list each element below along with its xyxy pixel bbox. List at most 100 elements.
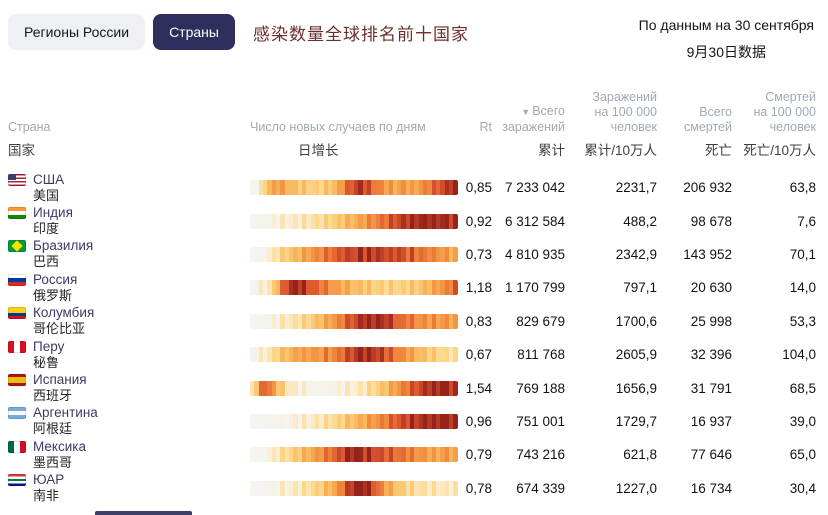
- country-flag-icon: [8, 240, 26, 253]
- daily-cases-heatmap: [250, 313, 458, 329]
- deaths-per-100k-value: 7,6: [797, 213, 816, 229]
- country-cell: Мексика 墨西哥: [8, 439, 250, 471]
- country-cell: ЮАР 南非: [8, 472, 250, 504]
- country-flag-icon: [8, 374, 26, 387]
- infections-per-100k-value: 1656,9: [615, 380, 657, 396]
- header-country: Страна 国家: [8, 120, 250, 159]
- daily-cases-heatmap: [250, 413, 458, 429]
- total-infections-value: 811 768: [517, 347, 565, 363]
- daily-cases-heatmap: [250, 480, 458, 496]
- country-flag-icon: [8, 207, 26, 220]
- header-inf100k-zh: 累计/10万人: [584, 143, 657, 158]
- total-infections-value: 4 810 935: [504, 246, 565, 262]
- infections-per-100k-value: 2342,9: [615, 246, 657, 262]
- total-deaths-value: 98 678: [690, 213, 732, 229]
- country-name-ru: Испания: [33, 372, 87, 388]
- tab-countries[interactable]: Страны: [153, 14, 235, 50]
- header-deaths100k-ru-3: человек: [769, 120, 816, 134]
- daily-cases-heatmap: [250, 380, 458, 396]
- daily-cases-heatmap: [250, 347, 458, 363]
- daily-cases-cell: [250, 246, 462, 262]
- country-flag-icon: [8, 173, 26, 186]
- country-name-ru: Индия: [33, 205, 73, 221]
- rt-value: 0,73: [465, 246, 492, 262]
- rt-value: 0,78: [465, 480, 492, 496]
- country-cell: Аргентина 阿根廷: [8, 405, 250, 437]
- header-deaths100k-ru-2: на 100 000: [753, 105, 816, 119]
- total-deaths-value: 206 932: [683, 180, 732, 196]
- header-infections-ru-2: заражений: [502, 120, 565, 134]
- header-inf100k-ru-3: человек: [610, 120, 657, 134]
- daily-cases-heatmap: [250, 246, 458, 262]
- country-name-zh: 哥伦比亚: [33, 321, 86, 337]
- total-infections-value: 7 233 042: [504, 180, 565, 196]
- table-row: Аргентина 阿根廷 0,96 751 001 1729,7 16 937…: [8, 405, 824, 438]
- daily-cases-cell: [250, 280, 462, 296]
- country-cell: Россия 俄罗斯: [8, 272, 250, 304]
- total-infections-value: 743 216: [516, 447, 565, 463]
- daily-cases-heatmap: [250, 213, 458, 229]
- country-flag-icon: [8, 440, 26, 453]
- table-row: Россия 俄罗斯 1,18 1 170 799 797,1 20 630 1…: [8, 271, 824, 304]
- deaths-per-100k-value: 39,0: [789, 413, 816, 429]
- cutoff-element: [95, 511, 192, 515]
- daily-cases-cell: [250, 347, 462, 363]
- infections-per-100k-value: 2231,7: [615, 180, 657, 196]
- deaths-per-100k-value: 30,4: [789, 480, 816, 496]
- country-name-ru: Бразилия: [33, 238, 94, 254]
- header-total-infections[interactable]: ▼ Всего заражений 累计: [500, 104, 573, 159]
- country-name-zh: 俄罗斯: [33, 287, 73, 303]
- updated-date-zh: 9月30日数据: [686, 43, 766, 60]
- header-deaths100k-ru-1: Смертей: [765, 90, 816, 104]
- header-deaths100k-zh: 死亡/10万人: [743, 143, 816, 158]
- country-name-zh: 墨西哥: [33, 454, 73, 470]
- rt-value: 0,92: [465, 213, 492, 229]
- country-cell: Колумбия 哥伦比亚: [8, 305, 250, 337]
- daily-cases-cell: [250, 480, 462, 496]
- total-deaths-value: 25 998: [690, 313, 732, 329]
- rt-value: 1,18: [465, 280, 492, 296]
- header-inf100k-ru-2: на 100 000: [594, 105, 657, 119]
- sort-desc-icon: ▼: [521, 107, 531, 117]
- table-row: Мексика 墨西哥 0,79 743 216 621,8 77 646 65…: [8, 438, 824, 471]
- deaths-per-100k-value: 53,3: [789, 313, 816, 329]
- country-name-ru: Аргентина: [33, 405, 98, 421]
- country-name-ru: ЮАР: [33, 472, 65, 488]
- country-name-zh: 巴西: [33, 254, 60, 270]
- total-infections-value: 674 339: [516, 480, 565, 496]
- deaths-per-100k-value: 104,0: [782, 347, 816, 363]
- country-flag-icon: [8, 273, 26, 286]
- country-name-ru: Россия: [33, 271, 78, 287]
- country-name-zh: 南非: [33, 488, 60, 504]
- total-deaths-value: 16 937: [690, 413, 732, 429]
- total-infections-value: 6 312 584: [504, 213, 565, 229]
- country-name-ru: Колумбия: [33, 305, 95, 321]
- rt-value: 0,67: [465, 347, 492, 363]
- table-row: ЮАР 南非 0,78 674 339 1227,0 16 734 30,4: [8, 472, 824, 505]
- country-flag-icon: [8, 307, 26, 320]
- header-infections-ru-1: Всего: [532, 104, 565, 118]
- tab-regions-russia[interactable]: Регионы России: [8, 14, 146, 50]
- header-daily-zh: 日增长: [298, 143, 339, 158]
- header-infections-per-100k: Заражений на 100 000 человек 累计/10万人: [573, 90, 665, 159]
- country-cell: Бразилия 巴西: [8, 238, 250, 270]
- country-flag-icon: [8, 340, 26, 353]
- header-daily-cases: Число новых случаев по дням 日增长: [250, 120, 462, 159]
- daily-cases-heatmap: [250, 180, 458, 196]
- deaths-per-100k-value: 68,5: [789, 380, 816, 396]
- daily-cases-cell: [250, 213, 462, 229]
- page-title: 感染数量全球排名前十国家: [252, 24, 469, 44]
- rt-value: 0,96: [465, 413, 492, 429]
- country-flag-icon: [8, 407, 26, 420]
- country-cell: США 美国: [8, 172, 250, 204]
- rt-value: 1,54: [465, 380, 492, 396]
- daily-cases-cell: [250, 380, 462, 396]
- country-name-ru: Перу: [33, 338, 65, 354]
- country-cell: Перу 秘鲁: [8, 339, 250, 371]
- deaths-per-100k-value: 65,0: [789, 447, 816, 463]
- updated-date-ru: По данным на 30 сентября: [638, 17, 814, 33]
- daily-cases-heatmap: [250, 280, 458, 296]
- country-cell: Индия 印度: [8, 205, 250, 237]
- daily-cases-cell: [250, 447, 462, 463]
